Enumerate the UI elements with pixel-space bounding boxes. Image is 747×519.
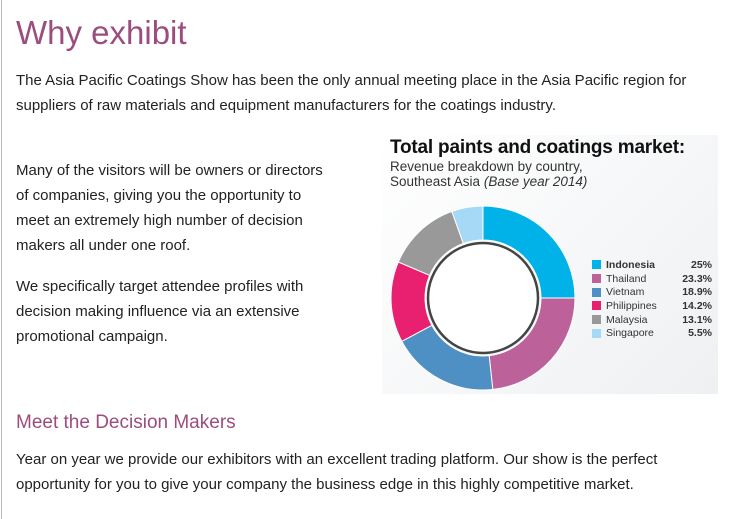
legend-label: Singapore [606,327,654,340]
legend-swatch [592,315,601,325]
legend-value: 13.1% [682,313,712,326]
legend-label: Indonesia [606,258,656,271]
decision-makers-text: Year on year we provide our exhibitors w… [16,451,658,493]
page-title: Why exhibit [16,14,187,51]
legend-swatch [592,328,601,338]
legend-value: 23.3% [682,272,712,285]
legend-label: Thailand [606,272,647,285]
legend-item-philippines: Philippines 14.2% [592,299,712,313]
chart-subtitle-line1: Revenue breakdown by country, [390,159,583,174]
legend-swatch [592,287,601,297]
legend-swatch [592,301,601,311]
legend-item-thailand: Thailand 23.3% [592,272,712,286]
market-chart: Total paints and coatings market: Revenu… [382,135,718,394]
legend-item-singapore: Singapore 5.5% [592,326,712,340]
legend-label: Malaysia [606,313,648,326]
page-border [1,0,2,519]
chart-subtitle-line2: Southeast Asia [390,174,481,189]
chart-subtitle-note: (Base year 2014) [483,174,588,189]
legend-item-vietnam: Vietnam 18.9% [592,285,712,299]
visitors-text: Many of the visitors will be owners or d… [16,162,323,254]
donut-inner-ring [426,241,540,355]
legend-swatch [592,260,601,270]
legend-label: Vietnam [606,286,645,299]
legend-item-indonesia: Indonesia 25% [592,258,712,272]
legend-value: 14.2% [682,299,712,312]
chart-subtitle: Revenue breakdown by country, Southeast … [390,159,587,189]
intro-text: The Asia Pacific Coatings Show has been … [16,72,687,114]
chart-legend: Indonesia 25% Thailand 23.3% Vietnam 18.9% Phi… [592,258,712,340]
legend-value: 25% [690,258,712,271]
legend-value: 18.9% [682,286,712,299]
legend-swatch [592,274,601,284]
slice-singapore [451,205,484,245]
legend-item-malaysia: Malaysia 13.1% [592,313,712,327]
chart-title: Total paints and coatings market: [390,137,685,158]
target-text: We specifically target attendee profiles… [16,278,304,345]
legend-value: 5.5% [688,327,712,340]
section-title: Meet the Decision Makers [16,412,236,433]
legend-label: Philippines [606,299,657,312]
donut-chart [390,205,576,391]
